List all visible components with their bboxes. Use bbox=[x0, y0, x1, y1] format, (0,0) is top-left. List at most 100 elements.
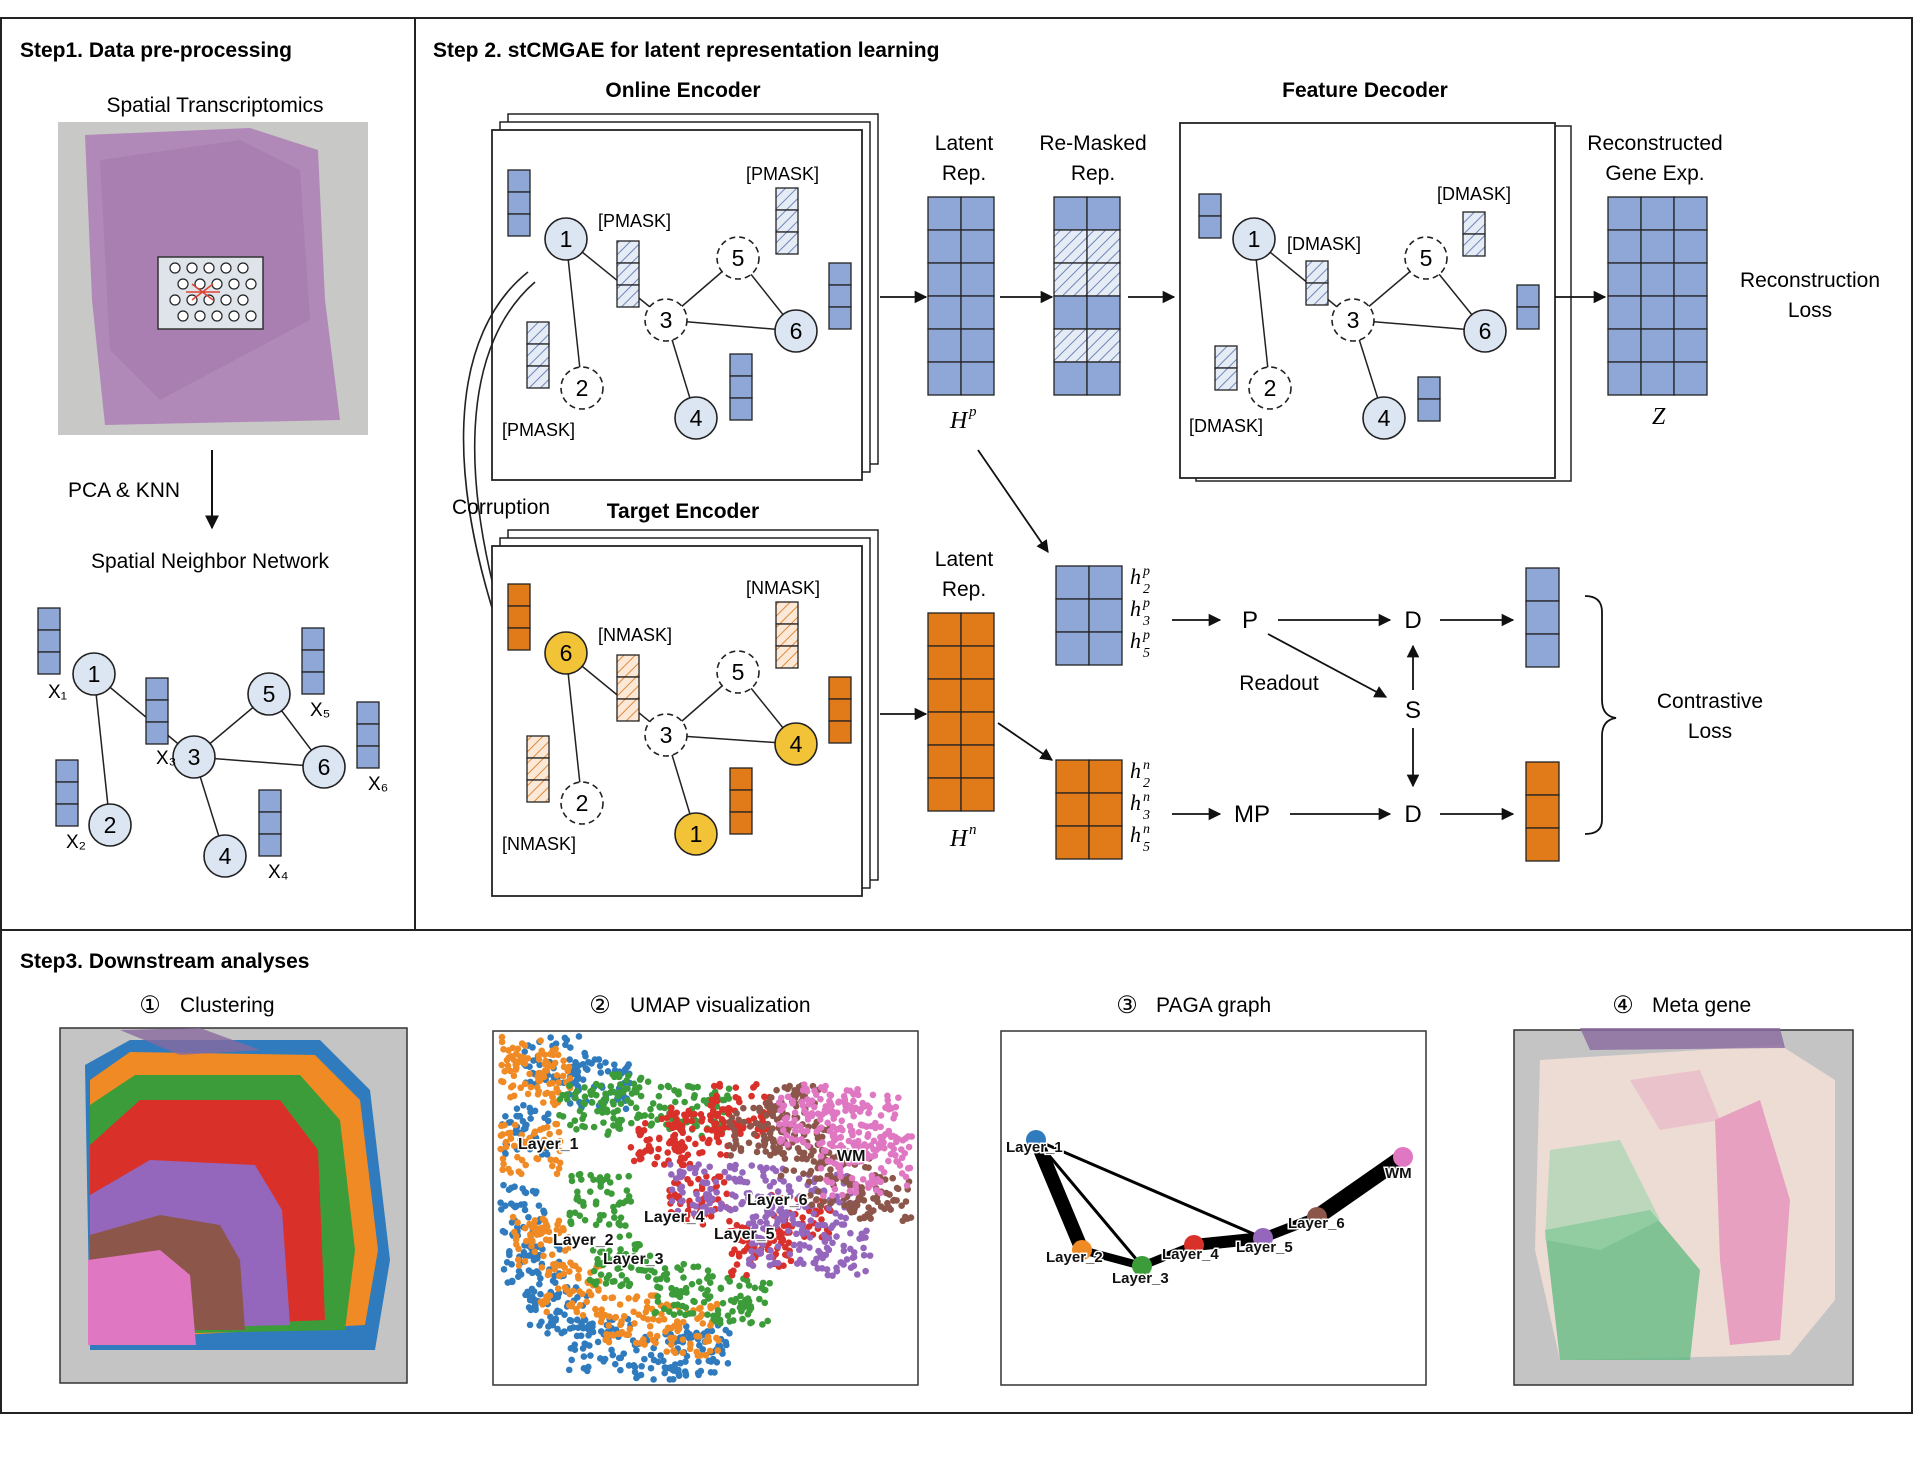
umap-point bbox=[699, 1135, 706, 1142]
feature-vector-X₅ bbox=[301, 627, 325, 651]
umap-point bbox=[740, 1118, 748, 1126]
umap-point bbox=[822, 1082, 829, 1090]
umap-point bbox=[756, 1121, 763, 1129]
umap-point bbox=[535, 1052, 542, 1059]
umap-point bbox=[566, 1056, 573, 1063]
umap-point bbox=[497, 1199, 504, 1206]
umap-point bbox=[760, 1132, 768, 1139]
umap-point bbox=[852, 1180, 860, 1188]
umap-point bbox=[717, 1200, 725, 1207]
umap-point bbox=[562, 1041, 569, 1049]
umap-point bbox=[654, 1298, 662, 1305]
umap-point bbox=[761, 1286, 769, 1294]
umap-point bbox=[501, 1121, 508, 1129]
umap-point bbox=[855, 1196, 862, 1204]
online-node-2-label: 2 bbox=[576, 375, 589, 401]
umap-point bbox=[654, 1358, 662, 1366]
umap-point bbox=[508, 1277, 516, 1285]
h-symbol: h bbox=[1130, 758, 1141, 783]
hn-cell bbox=[1055, 825, 1090, 860]
paga-edge bbox=[1078, 1246, 1146, 1270]
umap-point bbox=[733, 1110, 740, 1117]
spot bbox=[237, 262, 249, 274]
umap-point bbox=[582, 1052, 589, 1060]
decoder-node-4-label: 4 bbox=[1378, 405, 1391, 431]
online-node-6 bbox=[774, 309, 818, 353]
latent-rep-online-cell bbox=[960, 361, 995, 396]
hp-cell bbox=[1055, 598, 1090, 633]
umap-point bbox=[515, 1267, 523, 1275]
umap-point bbox=[838, 1117, 846, 1125]
remasked-rep-cell bbox=[1053, 295, 1088, 330]
umap-point bbox=[788, 1135, 796, 1142]
feature-decoder-label: Feature Decoder bbox=[1282, 79, 1448, 102]
step1-panel: Step1. Data pre-processing Spatial Trans… bbox=[20, 39, 388, 883]
umap-point bbox=[819, 1133, 826, 1141]
umap-point bbox=[733, 1261, 741, 1268]
umap-point bbox=[863, 1150, 871, 1158]
remasked-rep-cell bbox=[1086, 328, 1121, 363]
decoder-node-3-label: 3 bbox=[1347, 307, 1360, 333]
umap-label-WM: WM bbox=[837, 1148, 865, 1165]
online-feature bbox=[507, 191, 531, 215]
online-node-2 bbox=[560, 366, 604, 410]
reconstructed-gene-exp-cell bbox=[1640, 295, 1675, 330]
umap-point bbox=[565, 1366, 573, 1374]
umap-point bbox=[715, 1337, 722, 1344]
umap-point bbox=[762, 1148, 770, 1155]
umap-point bbox=[774, 1243, 782, 1250]
online-feature bbox=[729, 375, 753, 399]
umap-point bbox=[605, 1338, 613, 1346]
umap-point bbox=[522, 1161, 530, 1169]
umap-point bbox=[706, 1163, 714, 1171]
umap-point bbox=[770, 1136, 777, 1144]
umap-point bbox=[632, 1339, 640, 1347]
umap-point bbox=[606, 1313, 613, 1320]
umap-point bbox=[522, 1125, 529, 1132]
umap-point bbox=[573, 1126, 580, 1133]
paga-label-Layer_3: Layer_3 bbox=[1112, 1270, 1169, 1287]
umap-point bbox=[549, 1162, 556, 1170]
umap-point bbox=[610, 1256, 617, 1263]
umap-point bbox=[823, 1176, 830, 1184]
umap-point bbox=[547, 1156, 555, 1164]
umap-point bbox=[559, 1072, 567, 1080]
umap-point bbox=[817, 1202, 825, 1210]
umap-point bbox=[628, 1264, 635, 1271]
umap-point bbox=[579, 1115, 586, 1123]
feature-label: X₆ bbox=[368, 774, 388, 795]
latent-rep-target-cell bbox=[927, 777, 962, 812]
umap-point bbox=[774, 1188, 782, 1195]
umap-point bbox=[588, 1328, 595, 1336]
umap-point bbox=[530, 1256, 538, 1264]
umap-point bbox=[566, 1209, 574, 1217]
umap-point bbox=[838, 1221, 846, 1228]
umap-point bbox=[594, 1260, 601, 1268]
online-encoder-label: Online Encoder bbox=[605, 79, 760, 102]
umap-point bbox=[756, 1295, 763, 1303]
umap-point bbox=[670, 1311, 678, 1319]
umap-point bbox=[617, 1214, 625, 1221]
umap-label-Layer_4: Layer_4 bbox=[644, 1209, 705, 1226]
umap-point bbox=[526, 1145, 534, 1153]
umap-point bbox=[540, 1099, 547, 1106]
latent-rep-online-cell bbox=[927, 229, 962, 264]
feature-vector-X₁ bbox=[37, 651, 61, 675]
umap-point bbox=[680, 1274, 687, 1281]
umap-point bbox=[773, 1086, 780, 1094]
umap-point bbox=[812, 1091, 820, 1098]
latent-rep-online-cell bbox=[960, 295, 995, 330]
umap-point bbox=[610, 1061, 618, 1068]
remasked-rep-cell bbox=[1086, 196, 1121, 231]
umap-point bbox=[663, 1276, 671, 1283]
reconstructed-gene-exp-cell bbox=[1673, 262, 1708, 297]
umap-point bbox=[745, 1282, 753, 1289]
umap-point bbox=[617, 1253, 625, 1260]
umap-point bbox=[725, 1104, 732, 1112]
umap-point bbox=[531, 1248, 539, 1256]
node-4-label: 4 bbox=[219, 843, 232, 869]
umap-point bbox=[633, 1088, 640, 1096]
umap-point bbox=[735, 1253, 743, 1260]
reconstructed-gene-exp-cell bbox=[1640, 229, 1675, 264]
umap-point bbox=[548, 1251, 556, 1258]
